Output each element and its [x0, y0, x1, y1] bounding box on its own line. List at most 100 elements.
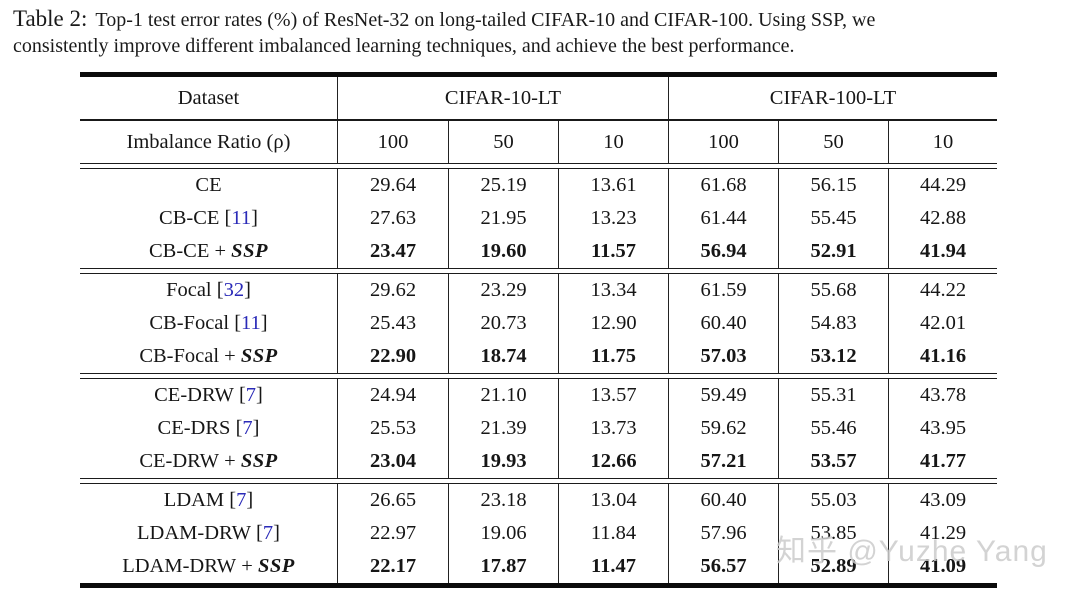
citation-link[interactable]: 7	[245, 384, 257, 406]
citation-bracket: ]	[246, 489, 254, 511]
citation-link[interactable]: 11	[231, 207, 252, 229]
value-cell: 60.40	[668, 484, 778, 517]
value-cell: 53.85	[778, 517, 888, 550]
value-cell: 29.64	[337, 169, 448, 202]
citation-link[interactable]: 7	[262, 522, 274, 544]
citation-bracket: [	[219, 207, 232, 229]
method-name: CB-CE	[148, 240, 210, 262]
ratio-header-100-c100: 100	[668, 121, 778, 163]
value-cell: 21.10	[448, 379, 558, 412]
value-cell: 19.60	[448, 235, 558, 268]
method-cell: CB-CE + SSP	[80, 235, 337, 268]
citation-bracket: [	[211, 279, 224, 301]
method-cell: CB-Focal [11]	[80, 307, 337, 340]
value-cell: 44.22	[888, 274, 997, 307]
value-cell: 11.75	[558, 340, 668, 373]
value-cell: 59.62	[668, 412, 778, 445]
value-cell: 56.57	[668, 550, 778, 583]
header-row-datasets: Dataset CIFAR-10-LT CIFAR-100-LT	[80, 77, 997, 119]
ratio-header-10-c10: 10	[558, 121, 668, 163]
value-cell: 19.93	[448, 445, 558, 478]
value-cell: 55.45	[778, 202, 888, 235]
method-block: CE-DRW [7] 24.94 21.10 13.57 59.49 55.31 43.78…	[80, 379, 997, 478]
value-cell: 56.15	[778, 169, 888, 202]
value-cell: 25.19	[448, 169, 558, 202]
citation-bracket: [	[229, 312, 242, 334]
value-cell: 22.90	[337, 340, 448, 373]
value-cell: 13.23	[558, 202, 668, 235]
value-cell: 43.09	[888, 484, 997, 517]
citation-bracket: [	[233, 384, 246, 406]
ratio-header-10-c100: 10	[888, 121, 997, 163]
value-cell: 55.03	[778, 484, 888, 517]
value-cell: 23.18	[448, 484, 558, 517]
value-cell: 23.47	[337, 235, 448, 268]
table-row: LDAM-DRW + SSP 22.17 17.87 11.47 56.57 52.89 4…	[80, 550, 997, 583]
value-cell: 11.47	[558, 550, 668, 583]
table-top-rule	[80, 72, 997, 77]
method-cell: LDAM-DRW + SSP	[80, 550, 337, 583]
value-cell: 53.57	[778, 445, 888, 478]
table-caption: Table 2: Top-1 test error rates (%) of Re…	[13, 6, 1075, 59]
value-cell: 61.44	[668, 202, 778, 235]
method-block: LDAM [7] 26.65 23.18 13.04 60.40 55.03 43.09 LD…	[80, 484, 997, 583]
results-table: Dataset CIFAR-10-LT CIFAR-100-LT Imbalan…	[80, 72, 997, 588]
value-cell: 17.87	[448, 550, 558, 583]
method-cell: CE	[80, 169, 337, 202]
value-cell: 24.94	[337, 379, 448, 412]
value-cell: 29.62	[337, 274, 448, 307]
cifar100-lt-group-header: CIFAR-100-LT	[668, 77, 997, 119]
citation-link[interactable]: 7	[236, 489, 247, 511]
watermark: 知乎 @Yuzhe Yang	[776, 535, 1048, 568]
method-cell: CB-CE [11]	[80, 202, 337, 235]
value-cell: 41.94	[888, 235, 997, 268]
value-cell: 22.97	[337, 517, 448, 550]
method-name: LDAM	[163, 489, 225, 511]
method-name: LDAM-DRW	[122, 555, 237, 577]
value-cell: 12.90	[558, 307, 668, 340]
value-cell: 41.16	[888, 340, 997, 373]
citation-link[interactable]: 7	[242, 417, 253, 439]
value-cell: 11.84	[558, 517, 668, 550]
method-name: CE	[195, 174, 222, 196]
table-bottom-rule	[80, 583, 997, 588]
table-row: CB-Focal + SSP 22.90 18.74 11.75 57.03 53.12 4…	[80, 340, 997, 373]
method-block: Focal [32] 29.62 23.29 13.34 61.59 55.68 44.22…	[80, 274, 997, 373]
value-cell: 41.09	[888, 550, 997, 583]
value-cell: 25.53	[337, 412, 448, 445]
citation-bracket: ]	[252, 417, 260, 439]
value-cell: 23.04	[337, 445, 448, 478]
citation-link[interactable]: 11	[241, 312, 261, 334]
value-cell: 12.66	[558, 445, 668, 478]
ssp-label: SSP	[240, 345, 278, 367]
value-cell: 27.63	[337, 202, 448, 235]
table-row: CB-Focal [11] 25.43 20.73 12.90 60.40 54.83 42…	[80, 307, 997, 340]
method-name: CE-DRW	[154, 384, 234, 406]
citation-bracket: ]	[273, 522, 280, 544]
value-cell: 52.91	[778, 235, 888, 268]
citation-link[interactable]: 32	[223, 279, 245, 301]
value-cell: 59.49	[668, 379, 778, 412]
method-name: CE-DRW	[139, 450, 220, 472]
imbalance-ratio-label: Imbalance Ratio (ρ)	[126, 130, 291, 153]
table-row: LDAM [7] 26.65 23.18 13.04 60.40 55.03 43.09	[80, 484, 997, 517]
value-cell: 21.95	[448, 202, 558, 235]
ratio-header-50-c100: 50	[778, 121, 888, 163]
value-cell: 56.94	[668, 235, 778, 268]
method-cell: CE-DRS [7]	[80, 412, 337, 445]
value-cell: 43.78	[888, 379, 997, 412]
value-cell: 57.03	[668, 340, 778, 373]
citation-bracket: [	[250, 522, 263, 544]
value-cell: 61.68	[668, 169, 778, 202]
value-cell: 13.57	[558, 379, 668, 412]
value-cell: 53.12	[778, 340, 888, 373]
value-cell: 20.73	[448, 307, 558, 340]
caption-text-line2: consistently improve different imbalance…	[13, 35, 795, 57]
method-cell: CE-DRW + SSP	[80, 445, 337, 478]
citation-bracket: [	[230, 417, 243, 439]
method-cell: CB-Focal + SSP	[80, 340, 337, 373]
ratio-header-100-c10: 100	[337, 121, 448, 163]
method-name: Focal	[166, 279, 212, 301]
value-cell: 13.73	[558, 412, 668, 445]
header-row-imbalance-ratios: Imbalance Ratio (ρ) 100 50 10 100 50 10	[80, 121, 997, 163]
